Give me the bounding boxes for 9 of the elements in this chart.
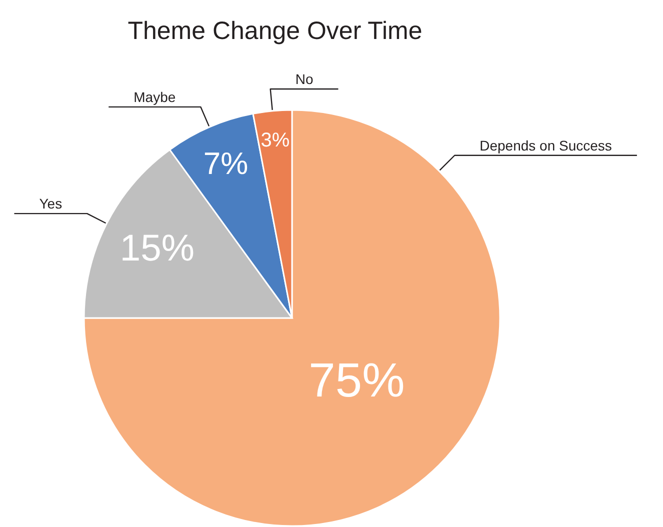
slice-label: Yes	[39, 196, 62, 212]
data-label: 75%	[308, 354, 405, 408]
data-label: 7%	[203, 146, 248, 182]
slice-label: No	[295, 71, 314, 88]
slice-label: Depends on Success	[480, 137, 612, 154]
data-label: 15%	[120, 226, 194, 268]
chart-title: Theme Change Over Time	[128, 17, 422, 45]
slice-label: Maybe	[134, 88, 176, 105]
data-label: 3%	[260, 130, 290, 152]
